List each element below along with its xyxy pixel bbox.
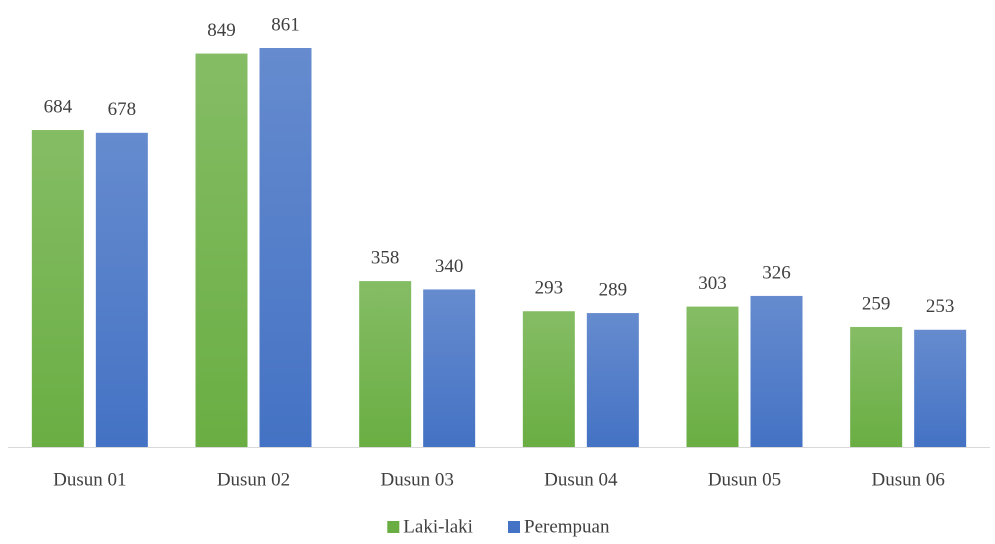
data-label: 358 — [371, 247, 400, 268]
bar — [586, 313, 639, 447]
data-label: 289 — [599, 279, 628, 300]
data-label: 849 — [207, 20, 236, 41]
legend-label: Perempuan — [524, 516, 610, 537]
data-label: 678 — [108, 99, 137, 120]
bar — [750, 295, 803, 447]
bar — [31, 130, 84, 447]
data-label: 340 — [435, 256, 464, 277]
bar — [259, 48, 312, 447]
bar — [359, 281, 412, 447]
data-label: 326 — [762, 262, 791, 283]
x-tick-label: Dusun 02 — [217, 469, 290, 490]
data-label: 259 — [862, 293, 891, 314]
bar — [423, 289, 476, 447]
x-tick-label: Dusun 03 — [380, 469, 453, 490]
x-tick-label: Dusun 01 — [53, 469, 126, 490]
x-tick-label: Dusun 05 — [708, 469, 781, 490]
data-label: 684 — [44, 96, 73, 117]
x-tick-label: Dusun 04 — [544, 469, 618, 490]
legend-label: Laki-laki — [403, 516, 473, 537]
bar — [850, 326, 903, 447]
bar — [95, 132, 148, 447]
bar — [686, 306, 739, 447]
legend-swatch — [387, 521, 400, 533]
data-label: 253 — [926, 296, 955, 317]
legend-swatch — [508, 521, 520, 533]
data-label: 861 — [271, 14, 300, 35]
x-tick-label: Dusun 06 — [871, 469, 944, 490]
data-label: 293 — [535, 278, 564, 299]
bar — [914, 329, 967, 447]
bar — [195, 53, 248, 447]
bar — [522, 311, 575, 447]
data-label: 303 — [698, 273, 727, 294]
